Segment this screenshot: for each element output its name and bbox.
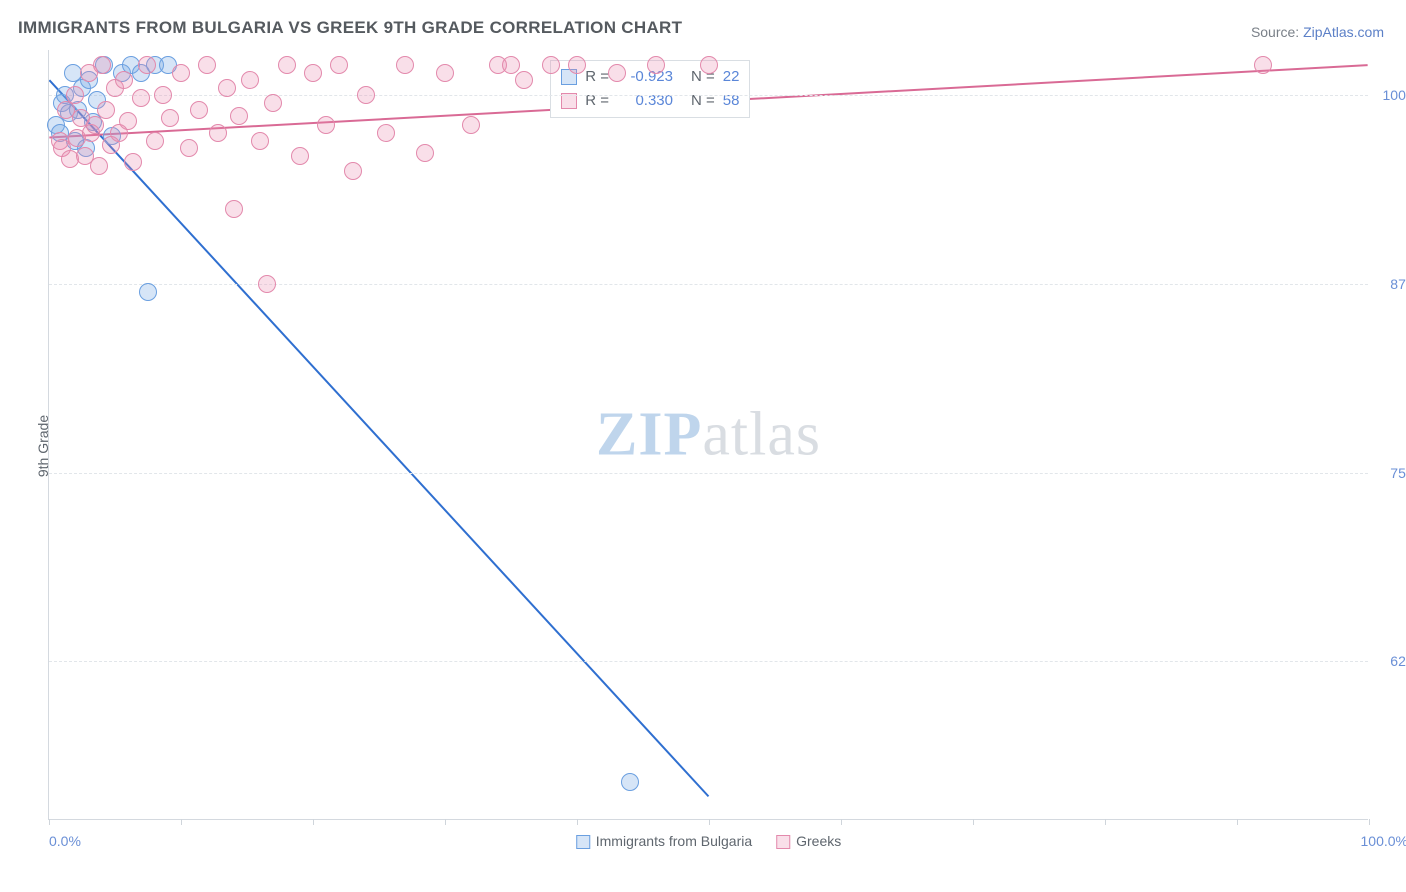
scatter-point-greeks: [86, 116, 104, 134]
scatter-point-greeks: [119, 112, 137, 130]
scatter-point-greeks: [304, 64, 322, 82]
scatter-plot: ZIPatlas R =-0.923N =22R =0.330N =58 0.0…: [48, 50, 1368, 820]
y-axis-tick-label: 100.0%: [1383, 87, 1406, 103]
scatter-point-greeks: [515, 71, 533, 89]
corr-n-value-greeks: 58: [723, 89, 740, 113]
scatter-point-bulgaria: [139, 283, 157, 301]
source-link[interactable]: ZipAtlas.com: [1303, 24, 1384, 40]
x-axis-tick: [1237, 819, 1238, 825]
watermark-zip: ZIP: [596, 400, 702, 468]
corr-n-label: N =: [691, 89, 715, 113]
x-axis-label-max: 100.0%: [1361, 833, 1406, 849]
scatter-point-greeks: [377, 124, 395, 142]
scatter-point-greeks: [700, 56, 718, 74]
scatter-point-greeks: [115, 71, 133, 89]
x-axis-tick: [49, 819, 50, 825]
scatter-point-greeks: [154, 86, 172, 104]
scatter-point-greeks: [1254, 56, 1272, 74]
scatter-point-greeks: [278, 56, 296, 74]
scatter-point-greeks: [132, 89, 150, 107]
scatter-point-greeks: [90, 157, 108, 175]
scatter-point-greeks: [66, 86, 84, 104]
scatter-point-greeks: [568, 56, 586, 74]
x-axis-tick: [709, 819, 710, 825]
scatter-point-greeks: [230, 107, 248, 125]
scatter-point-greeks: [608, 64, 626, 82]
legend-label-bulgaria: Immigrants from Bulgaria: [596, 833, 752, 849]
legend-bottom: Immigrants from Bulgaria Greeks: [576, 833, 842, 849]
scatter-point-greeks: [172, 64, 190, 82]
corr-n-value-bulgaria: 22: [723, 65, 740, 89]
gridline-h: [49, 473, 1368, 474]
scatter-point-greeks: [258, 275, 276, 293]
scatter-point-greeks: [344, 162, 362, 180]
legend-item-greeks: Greeks: [776, 833, 841, 849]
x-axis-tick: [841, 819, 842, 825]
scatter-point-greeks: [218, 79, 236, 97]
x-axis-tick: [445, 819, 446, 825]
scatter-point-greeks: [209, 124, 227, 142]
scatter-point-greeks: [198, 56, 216, 74]
scatter-point-greeks: [357, 86, 375, 104]
chart-source: Source: ZipAtlas.com: [1251, 24, 1384, 40]
scatter-point-greeks: [416, 144, 434, 162]
scatter-point-greeks: [542, 56, 560, 74]
x-axis-label-min: 0.0%: [49, 833, 81, 849]
gridline-h: [49, 95, 1368, 96]
scatter-point-greeks: [93, 56, 111, 74]
watermark-atlas: atlas: [702, 400, 821, 468]
trend-lines: [49, 50, 1368, 819]
chart-title: IMMIGRANTS FROM BULGARIA VS GREEK 9TH GR…: [18, 18, 682, 38]
corr-r-value-greeks: 0.330: [617, 89, 673, 113]
scatter-point-greeks: [317, 116, 335, 134]
scatter-point-greeks: [138, 56, 156, 74]
source-label: Source:: [1251, 24, 1303, 40]
correlation-row-greeks: R = 0.330 N = 58: [561, 89, 739, 113]
scatter-point-greeks: [502, 56, 520, 74]
trend-line-bulgaria: [49, 80, 708, 796]
x-axis-tick: [181, 819, 182, 825]
legend-swatch-bulgaria: [576, 835, 590, 849]
x-axis-tick: [1369, 819, 1370, 825]
scatter-point-greeks: [161, 109, 179, 127]
x-axis-tick: [973, 819, 974, 825]
x-axis-tick: [313, 819, 314, 825]
legend-item-bulgaria: Immigrants from Bulgaria: [576, 833, 752, 849]
watermark: ZIPatlas: [596, 399, 821, 470]
scatter-point-greeks: [251, 132, 269, 150]
gridline-h: [49, 284, 1368, 285]
scatter-point-greeks: [396, 56, 414, 74]
scatter-point-greeks: [291, 147, 309, 165]
corr-r-label: R =: [585, 65, 609, 89]
scatter-point-greeks: [462, 116, 480, 134]
y-axis-tick-label: 87.5%: [1390, 276, 1406, 292]
scatter-point-greeks: [190, 101, 208, 119]
x-axis-tick: [1105, 819, 1106, 825]
scatter-point-greeks: [264, 94, 282, 112]
legend-label-greeks: Greeks: [796, 833, 841, 849]
y-axis-tick-label: 62.5%: [1390, 653, 1406, 669]
scatter-point-greeks: [124, 153, 142, 171]
scatter-point-greeks: [330, 56, 348, 74]
scatter-point-greeks: [225, 200, 243, 218]
y-axis-tick-label: 75.0%: [1390, 465, 1406, 481]
scatter-point-greeks: [146, 132, 164, 150]
scatter-point-greeks: [180, 139, 198, 157]
scatter-point-bulgaria: [621, 773, 639, 791]
scatter-point-greeks: [436, 64, 454, 82]
scatter-point-greeks: [647, 56, 665, 74]
x-axis-tick: [577, 819, 578, 825]
scatter-point-greeks: [97, 101, 115, 119]
corr-r-value-bulgaria: -0.923: [617, 65, 673, 89]
legend-swatch-greeks: [776, 835, 790, 849]
scatter-point-greeks: [241, 71, 259, 89]
corr-r-label: R =: [585, 89, 609, 113]
gridline-h: [49, 661, 1368, 662]
